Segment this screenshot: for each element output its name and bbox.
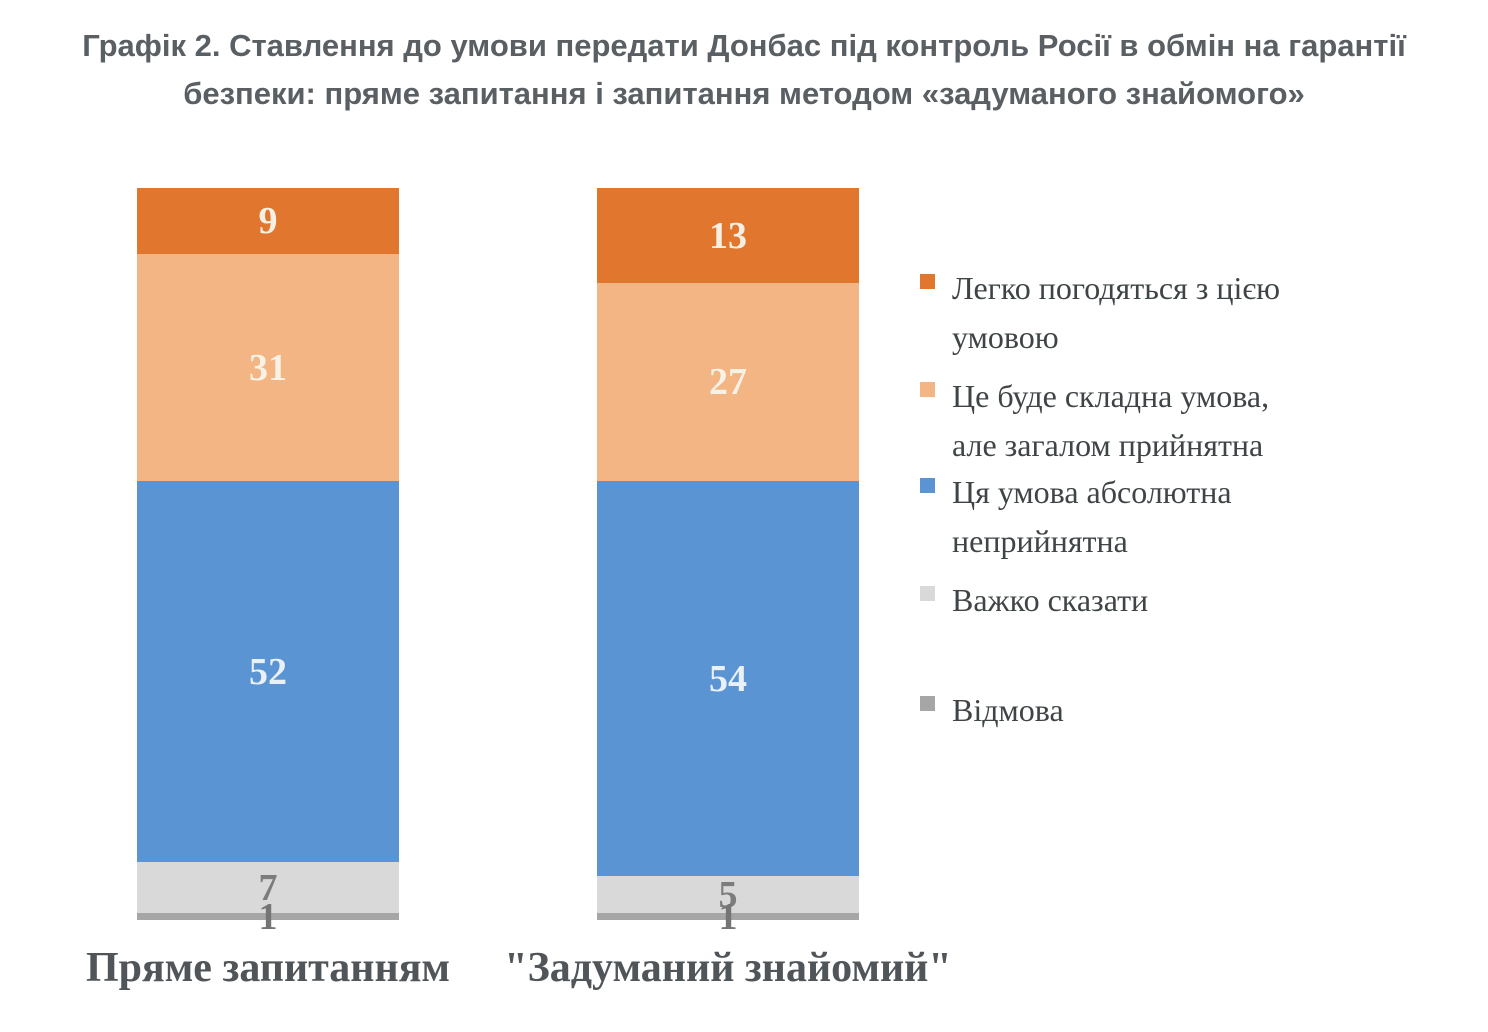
legend-label-refusal: Відмова [952, 692, 1064, 728]
bar-segment-value: 52 [249, 650, 287, 693]
bar-group-direct-question: 9 31 52 7 1 Пряме запитанням [86, 188, 450, 991]
legend-label-absolutely-unacceptable: Ця умова абсолютна неприйнятна [952, 474, 1232, 559]
legend-item-refusal: Відмова [920, 686, 1400, 735]
bar-segment-value: 13 [709, 214, 747, 257]
legend-item-hard-to-say: Важко сказати [920, 576, 1400, 625]
bar-segment: 13 [597, 188, 859, 283]
bar-segment-value: 1 [258, 895, 278, 938]
bar-segment-value: 31 [249, 346, 287, 389]
bar-segment: 5 [597, 873, 859, 916]
legend-swatch-light-gray [920, 586, 935, 601]
bar-segment-value: 7 [258, 866, 278, 909]
bar-segment-value: 5 [718, 873, 738, 916]
bar-segment: 27 [597, 283, 859, 481]
legend-item-absolutely-unacceptable: Ця умова абсолютна неприйнятна [920, 468, 1400, 566]
bar-segment: 7 [137, 862, 399, 913]
bar-group-imagined-acquaintance: 13 27 54 5 1 "Задуманий знайомий" [504, 188, 952, 991]
chart-title: Графік 2. Ставлення до умови передати До… [0, 22, 1488, 118]
bar-segment: 54 [597, 481, 859, 876]
legend-swatch-dark-orange [920, 274, 935, 289]
legend-swatch-blue [920, 478, 935, 493]
bar-segment-value: 27 [709, 361, 747, 403]
category-label-imagined-acquaintance: "Задуманий знайомий" [504, 945, 952, 991]
bar-segment-value: 54 [709, 657, 747, 700]
bar-segment-value: 9 [258, 200, 278, 242]
bar-segment: 52 [137, 481, 399, 862]
legend-swatch-light-orange [920, 382, 935, 397]
bar-segment: 9 [137, 188, 399, 254]
chart-title-line2: безпеки: пряме запитання і запитання мет… [183, 76, 1305, 111]
legend-label-difficult-but-acceptable: Це буде складна умова, але загалом прийн… [952, 378, 1270, 463]
legend-label-easily-agree: Легко погодяться з цією умовою [952, 270, 1281, 355]
legend-label-hard-to-say: Важко сказати [952, 582, 1149, 618]
stacked-bar-direct-question: 9 31 52 7 1 [137, 188, 399, 936]
bar-segment: 1 [137, 898, 399, 936]
bar-segment-value: 1 [718, 895, 738, 938]
legend-swatch-gray [920, 696, 935, 711]
legend-item-difficult-but-acceptable: Це буде складна умова, але загалом прийн… [920, 372, 1400, 470]
legend-item-easily-agree: Легко погодяться з цією умовою [920, 264, 1400, 362]
bar-segment: 1 [597, 898, 859, 936]
category-label-direct-question: Пряме запитанням [85, 945, 451, 991]
stacked-bar-imagined-acquaintance: 13 27 54 5 1 [597, 188, 859, 936]
chart-title-line1: Графік 2. Ставлення до умови передати До… [82, 28, 1406, 63]
bar-segment: 31 [137, 254, 399, 481]
